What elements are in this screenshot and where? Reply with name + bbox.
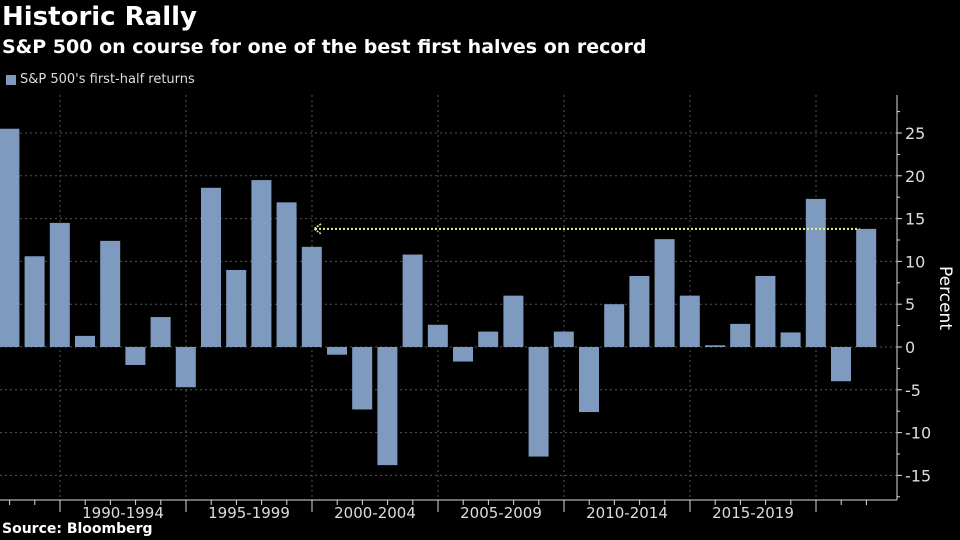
bar-2003	[402, 254, 423, 347]
y-tick-label: 15	[905, 210, 925, 229]
legend: S&P 500's first-half returns	[6, 72, 195, 87]
bar-1998	[276, 202, 297, 347]
y-tick-label: 10	[905, 252, 925, 271]
x-group-label: 1995-1999	[208, 504, 290, 522]
bar-2014	[679, 295, 700, 347]
bar-1987	[0, 128, 20, 347]
bar-1992	[125, 347, 146, 365]
bar-2011	[604, 304, 625, 347]
y-tick-label: 20	[905, 167, 925, 186]
legend-label: S&P 500's first-half returns	[20, 72, 195, 87]
bar-2019	[805, 198, 826, 347]
bar-2010	[579, 347, 599, 413]
chart-subtitle: S&P 500 on course for one of the best fi…	[2, 36, 647, 58]
bar-2021	[856, 228, 877, 347]
bar-2001	[352, 347, 373, 410]
chart-title: Historic Rally	[2, 2, 197, 32]
bar-1999	[301, 246, 322, 347]
bar-2016	[730, 323, 751, 347]
y-tick-label: 25	[905, 124, 925, 143]
bar-2018	[780, 332, 801, 347]
bar-2002	[377, 347, 398, 466]
bar-2005	[453, 347, 473, 362]
bar-1994	[175, 347, 196, 388]
bar-2012	[629, 275, 650, 347]
bar-1990	[75, 335, 95, 347]
x-group-label: 2005-2009	[460, 504, 542, 522]
bar-1993	[150, 317, 171, 347]
bar-1997	[251, 180, 272, 347]
y-axis-label: Percent	[935, 266, 955, 330]
bar-2000	[327, 347, 347, 355]
y-tick-label: -15	[905, 466, 931, 485]
bar-1991	[100, 240, 121, 347]
x-group-label: 2015-2019	[712, 504, 794, 522]
bar-1995	[201, 187, 221, 347]
y-tick-label: 5	[905, 295, 915, 314]
legend-swatch	[6, 74, 16, 85]
source-note: Source: Bloomberg	[2, 521, 153, 537]
bar-2009	[553, 331, 574, 347]
bar-1989	[49, 222, 70, 347]
x-group-label: 2010-2014	[586, 504, 668, 522]
bar-1996	[226, 269, 247, 347]
bar-2008	[528, 347, 549, 457]
x-group-label: 2000-2004	[334, 504, 416, 522]
bar-1988	[24, 256, 45, 347]
bar-2004	[427, 324, 448, 347]
bar-2015	[705, 345, 725, 347]
bar-2020	[831, 347, 851, 382]
x-group-label: 1990-1994	[82, 504, 164, 522]
y-tick-label: 0	[905, 338, 915, 357]
y-tick-label: -10	[905, 424, 931, 443]
bar-2017	[755, 275, 776, 347]
bar-2006	[478, 331, 499, 347]
y-tick-label: -5	[905, 381, 921, 400]
bar-2013	[654, 239, 675, 347]
bar-2007	[503, 295, 524, 347]
